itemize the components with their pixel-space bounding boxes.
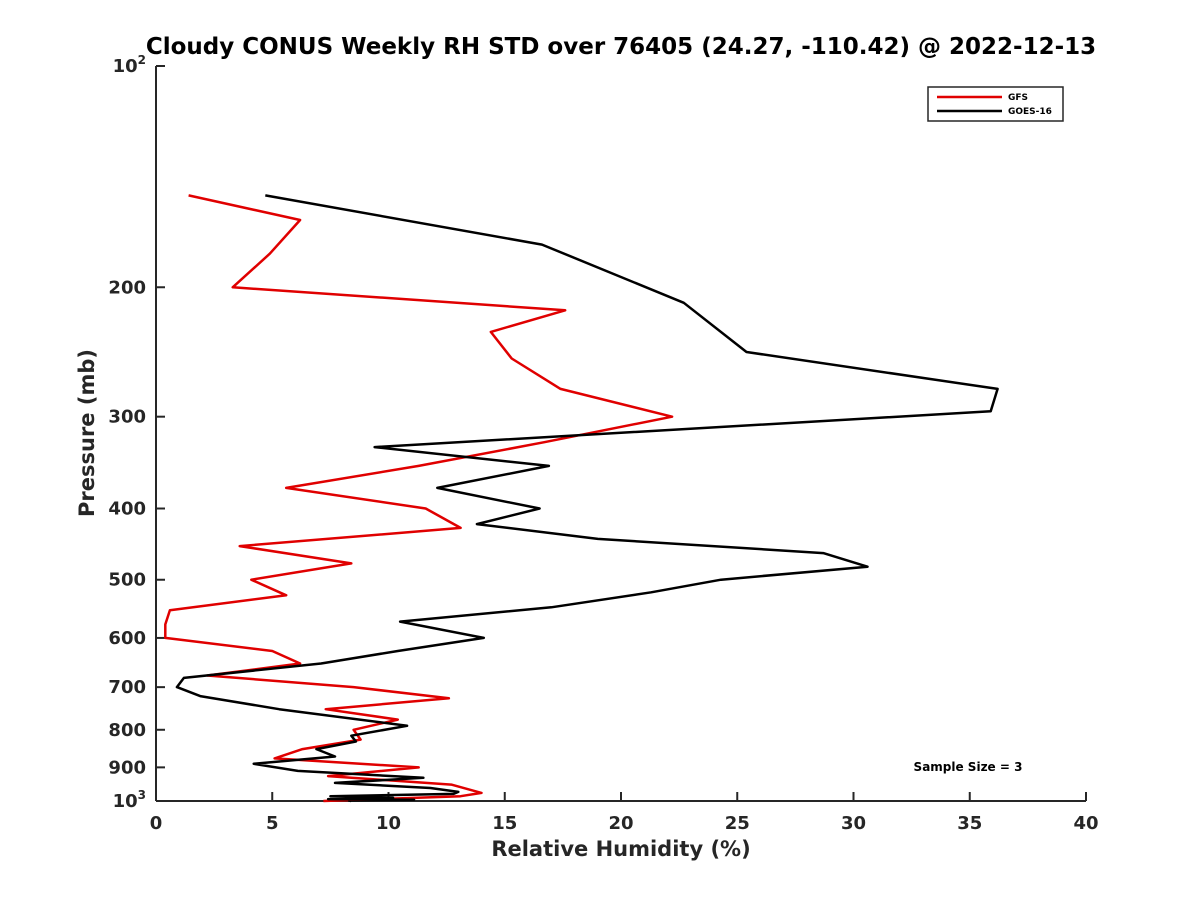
series-line-gfs [164,194,674,803]
legend-box [927,86,1064,122]
y-tick-label: 700 [108,677,146,698]
legend-label-gfs: GFS [1008,93,1028,103]
y-axis-label: Pressure (mb) [75,349,99,517]
x-tick-label: 0 [150,813,163,834]
y-tick-label: 600 [108,628,146,649]
x-axis-ticks: 0 5 10 15 20 25 30 35 40 [150,792,1099,834]
y-tick-label: 102 [113,53,146,77]
series-line-goes16 [175,194,999,803]
x-tick-label: 25 [725,813,750,834]
legend: GFS GOES-16 [927,86,1064,122]
y-tick-label: 800 [108,720,146,741]
x-tick-label: 10 [376,813,401,834]
y-axis-ticks: 102 200 300 400 500 600 700 800 900 103 [108,53,165,812]
y-tick-label: 900 [108,757,146,778]
x-tick-label: 5 [266,813,279,834]
y-tick-label: 103 [113,788,146,812]
legend-label-goes16: GOES-16 [1008,107,1052,117]
sample-size-annotation: Sample Size = 3 [914,760,1023,774]
x-tick-label: 20 [608,813,633,834]
x-axis-label: Relative Humidity (%) [491,837,750,861]
x-tick-label: 30 [841,813,866,834]
x-tick-label: 15 [492,813,517,834]
x-tick-label: 35 [957,813,982,834]
x-tick-label: 40 [1073,813,1098,834]
y-tick-label: 300 [108,407,146,428]
y-tick-label: 400 [108,499,146,520]
y-tick-label: 500 [108,570,146,591]
series-group [164,194,999,803]
chart-title: Cloudy CONUS Weekly RH STD over 76405 (2… [146,34,1096,60]
y-tick-label: 200 [108,277,146,298]
